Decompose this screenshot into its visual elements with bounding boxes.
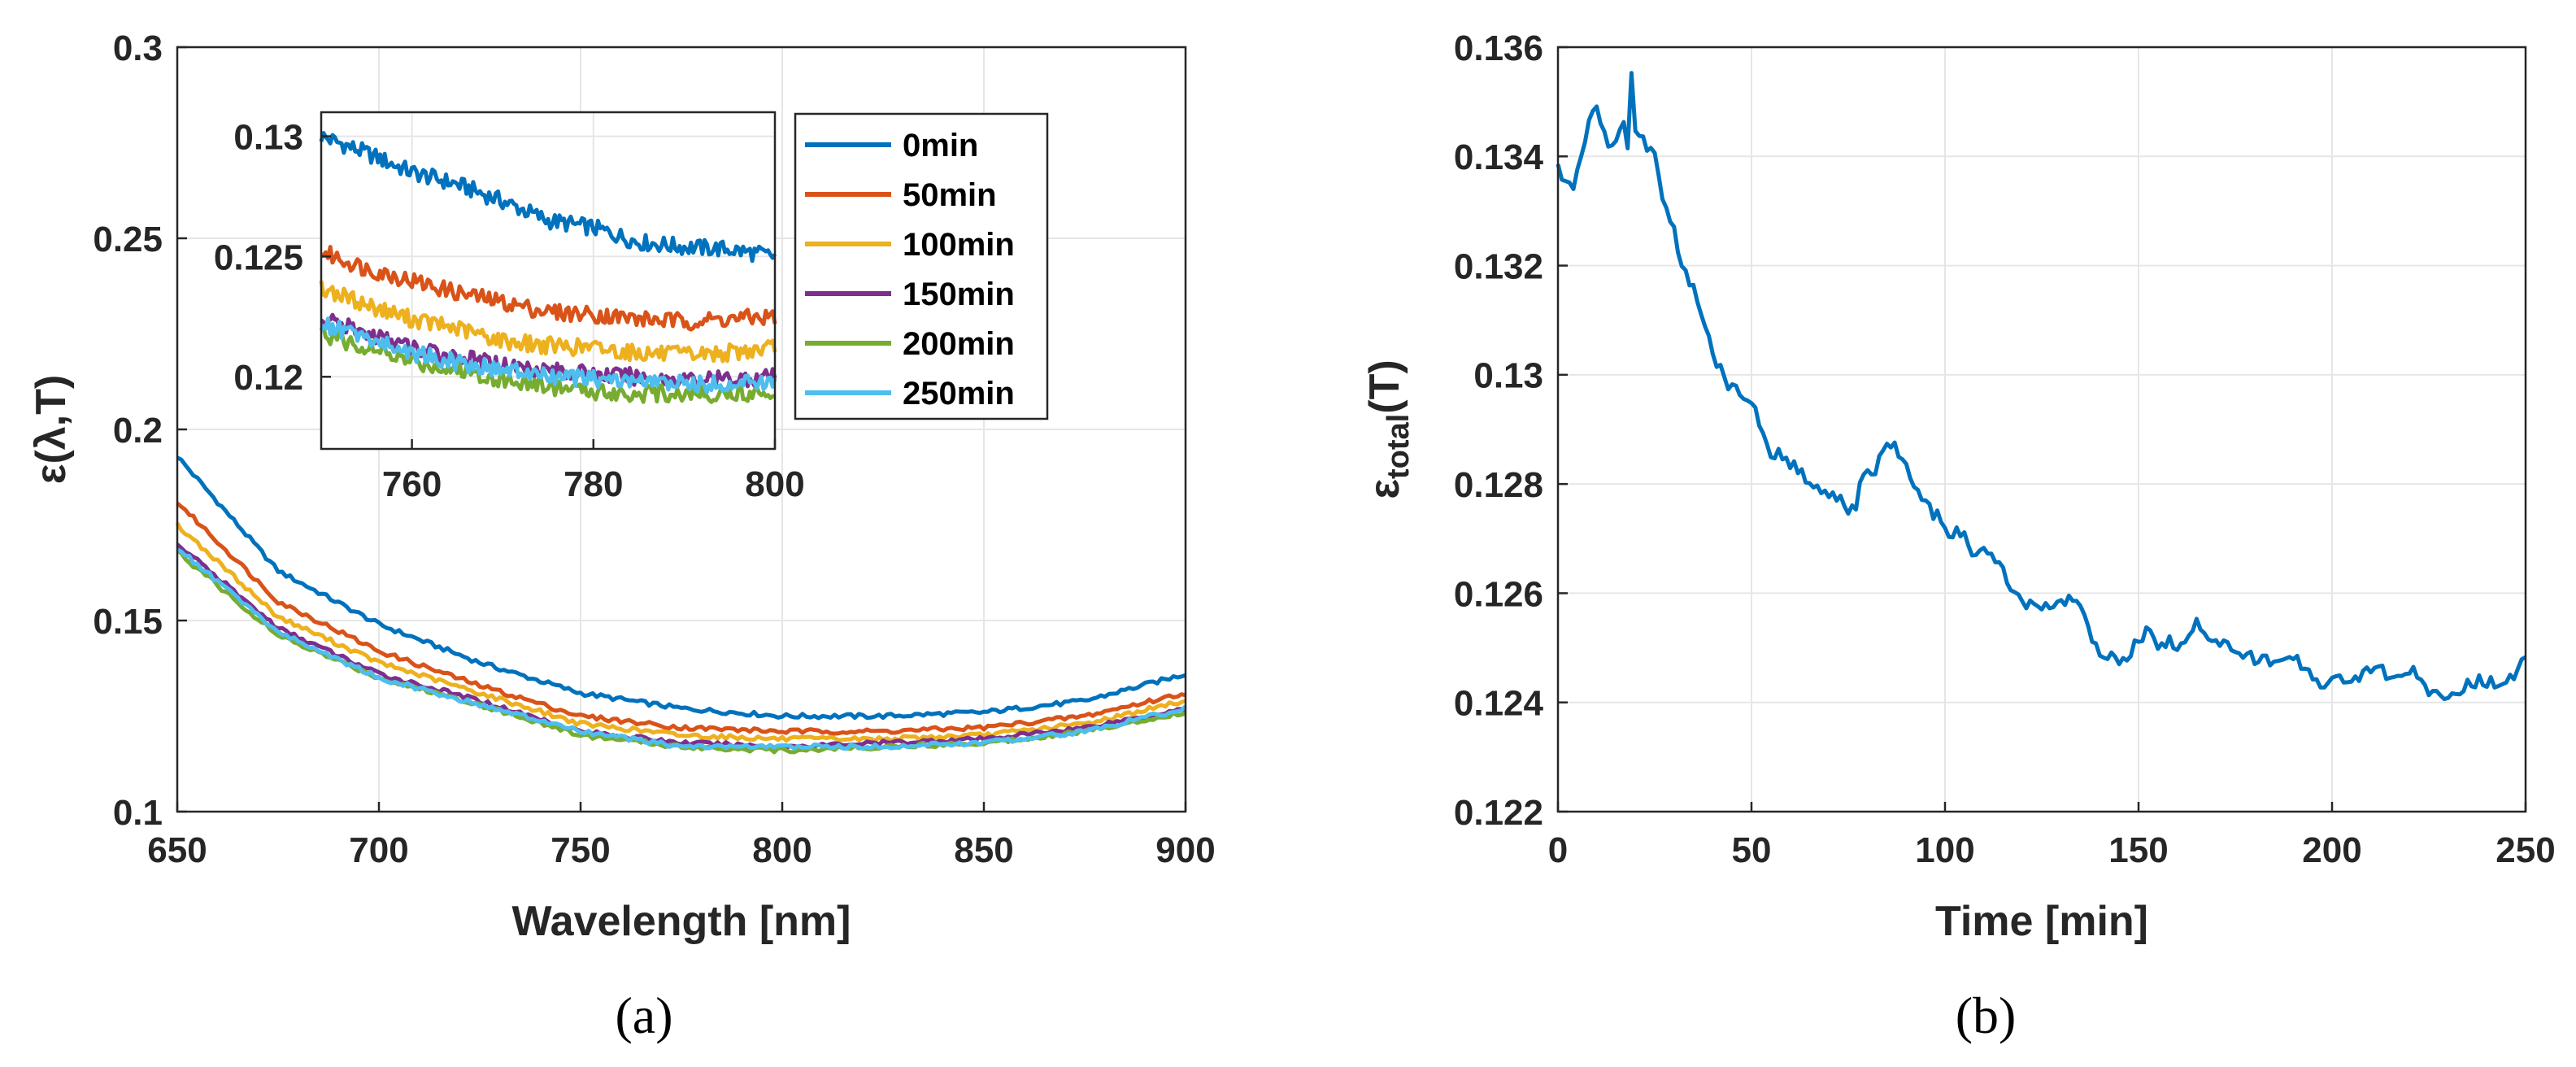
legend-label: 150min: [903, 277, 1015, 312]
x-tick-label: 800: [752, 830, 812, 870]
y-tick-label: 0.122: [1454, 793, 1543, 833]
series-line-100min: [319, 280, 777, 364]
x-tick-label: 850: [954, 830, 1013, 870]
panel-b: 0 50 100 150 200 250 0.122 0.124 0.126 0.128 0.13…: [1361, 28, 2556, 1044]
panel-b-x-label: Time [min]: [1935, 898, 2148, 945]
series-line-200min: [320, 324, 776, 404]
legend-label: 250min: [903, 376, 1015, 412]
y-tick-label: 0.1: [113, 793, 163, 833]
y-tick-label: 0.12: [233, 358, 303, 398]
panel-a-x-ticks: 650 700 750 800 850 900: [147, 802, 1216, 870]
panel-a: 650 700 750 800 850 900 0.1 0.15 0.2 0.25 0.3 Wav…: [28, 28, 1216, 1044]
x-tick-label: 760: [382, 464, 442, 504]
panel-b-plot-area: [1558, 47, 2526, 812]
y-tick-label: 0.125: [214, 237, 303, 277]
y-tick-label: 0.15: [93, 602, 163, 642]
series-line-0min: [176, 455, 1186, 721]
inset-series: [319, 131, 777, 404]
x-tick-label: 650: [147, 830, 207, 870]
x-tick-label: 700: [349, 830, 408, 870]
panel-b-y-label: εtotal(T): [1361, 359, 1416, 499]
y-tick-label: 0.13: [1473, 356, 1543, 396]
panel-a-legend: 0min 50min 100min 150min 200min 250min: [794, 112, 1049, 420]
panel-a-y-label: ε(λ,T): [28, 375, 75, 484]
x-tick-label: 250: [2496, 830, 2555, 870]
y-tick-label: 0.2: [113, 411, 163, 451]
y-tick-label: 0.3: [113, 28, 163, 68]
panel-a-series: [175, 455, 1187, 755]
series-line-250min: [176, 547, 1187, 751]
panel-b-axes-box: [1556, 46, 2527, 813]
panel-a-label: (a): [615, 986, 672, 1044]
legend-label: 200min: [903, 326, 1015, 362]
series-line-100min: [175, 521, 1186, 743]
x-tick-label: 100: [1915, 830, 1974, 870]
series-line-0min: [319, 131, 777, 263]
panel-b-y-ticks: 0.122 0.124 0.126 0.128 0.13 0.132 0.134 0.136: [1454, 28, 1568, 833]
legend-label: 100min: [903, 227, 1015, 263]
legend-label: 50min: [903, 177, 997, 213]
inset-x-ticks: 760 780 800: [382, 439, 805, 504]
panel-b-label: (b): [1956, 986, 2017, 1044]
y-tick-label: 0.13: [233, 117, 303, 157]
x-tick-label: 200: [2302, 830, 2361, 870]
series-line-total-emissivity: [1556, 71, 2527, 702]
y-tick-label: 0.136: [1454, 28, 1543, 68]
y-tick-label: 0.132: [1454, 246, 1543, 286]
panel-b-y-label-main: ε: [1361, 479, 1408, 499]
y-tick-label: 0.124: [1454, 684, 1544, 724]
y-tick-label: 0.126: [1454, 574, 1543, 614]
x-tick-label: 900: [1155, 830, 1215, 870]
x-tick-label: 750: [550, 830, 610, 870]
x-tick-label: 50: [1732, 830, 1772, 870]
panel-b-y-label-sub: total: [1382, 414, 1416, 479]
inset-y-ticks: 0.12 0.125 0.13: [214, 117, 331, 398]
panel-a-y-ticks: 0.1 0.15 0.2 0.25 0.3: [93, 28, 187, 833]
panel-b-series: [1556, 71, 2527, 702]
series-line-250min: [319, 316, 777, 394]
panel-b-y-label-tail: (T): [1361, 359, 1408, 413]
panel-a-inset: 760 780 800 0.12 0.125 0.13: [214, 111, 805, 504]
panel-b-x-ticks: 0 50 100 150 200 250: [1548, 802, 2556, 870]
x-tick-label: 800: [745, 464, 804, 504]
inset-axes-box: [320, 111, 777, 451]
legend-label: 0min: [903, 128, 978, 163]
x-tick-label: 150: [2108, 830, 2168, 870]
y-tick-label: 0.128: [1454, 465, 1543, 505]
series-line-50min: [176, 501, 1186, 736]
y-tick-label: 0.134: [1454, 137, 1544, 177]
legend-entries: 0min 50min 100min 150min 200min 250min: [805, 128, 1015, 412]
panel-a-x-label: Wavelength [nm]: [512, 898, 851, 945]
series-line-50min: [320, 245, 777, 332]
x-tick-label: 0: [1548, 830, 1568, 870]
y-tick-label: 0.25: [93, 220, 163, 259]
x-tick-label: 780: [564, 464, 623, 504]
legend-box: [794, 112, 1049, 420]
